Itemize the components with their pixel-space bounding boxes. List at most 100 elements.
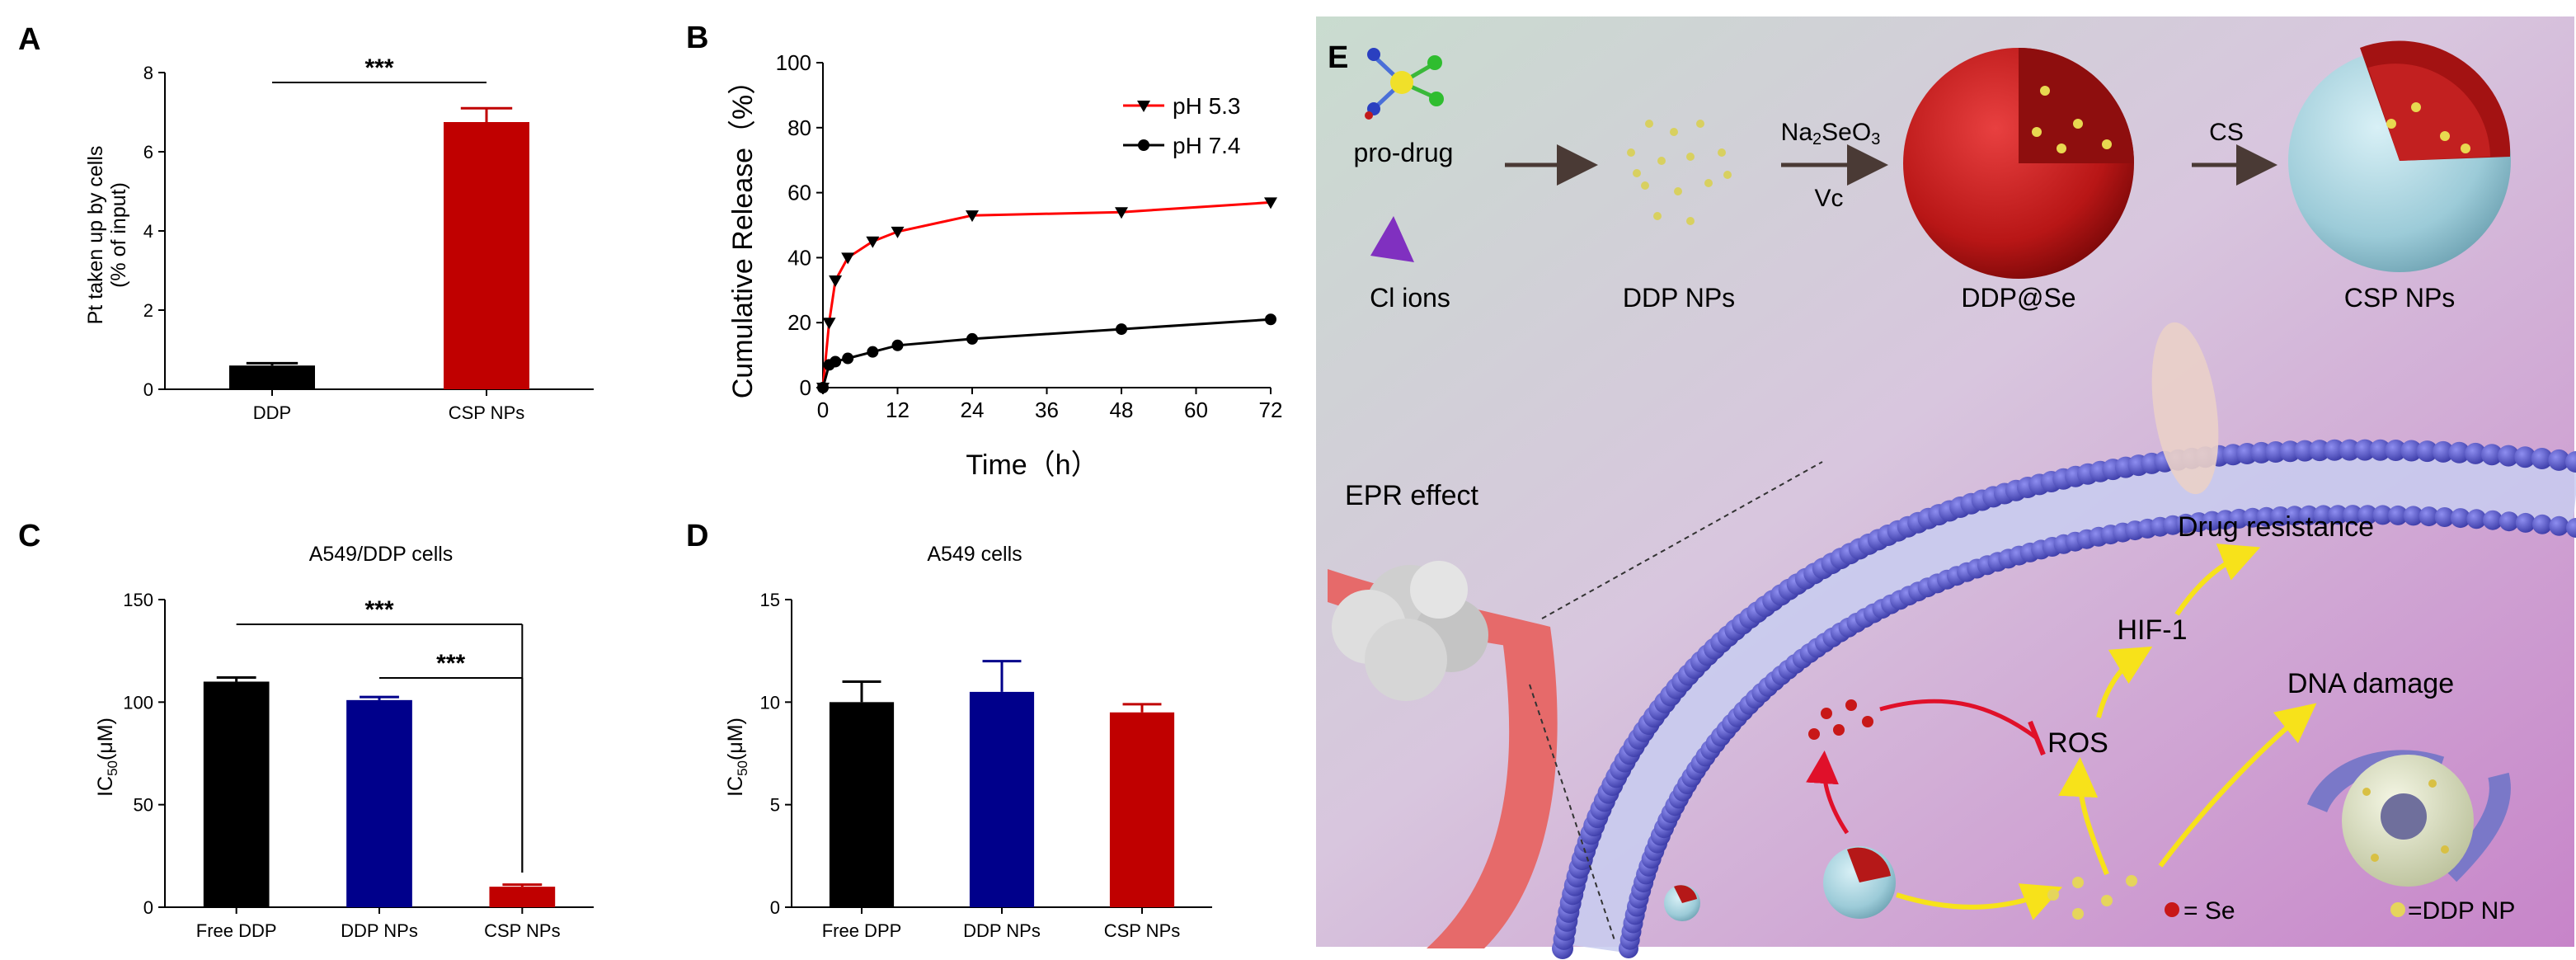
chart-b-point (841, 252, 855, 265)
membrane-bead (2372, 505, 2393, 525)
chart-b-point (830, 355, 842, 368)
chart-b-legend-label: pH 5.3 (1173, 93, 1241, 119)
chart-d-ytick-label: 0 (770, 897, 780, 918)
chart-a-xtick-label: DDP (253, 402, 291, 423)
chart-a-ytick-label: 2 (143, 300, 153, 321)
chart-b-point (891, 226, 905, 238)
chart-b-ytick-label: 100 (776, 50, 811, 75)
membrane-bead (2515, 512, 2536, 533)
ddp-nps-dots (1627, 120, 1732, 225)
membrane-bead (2270, 506, 2291, 526)
chart-c-ylabel: IC50(μM) (94, 718, 120, 797)
nucleus-icon (2306, 750, 2511, 887)
chart-b-point (817, 382, 829, 393)
chart-b-xtick-label: 24 (961, 398, 985, 422)
membrane-bead (2313, 505, 2334, 525)
chart-c-xtick-label: CSP NPs (484, 920, 561, 941)
ddp-se-sphere (1903, 48, 2134, 279)
prodrug-label: pro-drug (1354, 138, 1454, 167)
ddp-np-particles (2047, 875, 2137, 920)
membrane-bead (2403, 506, 2423, 526)
dna-damage-label: DNA damage (2287, 668, 2454, 699)
chart-d-xtick-label: DDP NPs (963, 920, 1041, 941)
chart-b-point (842, 352, 854, 365)
chart-b-legend-marker (1138, 139, 1149, 151)
membrane-bead (2531, 448, 2553, 469)
chart-a-sig-label: *** (364, 54, 393, 82)
chart-b-point (829, 275, 843, 287)
chart-d-title: A549 cells (927, 543, 1022, 566)
chart-b: Cumulative Release（%） Time（h） 0 20 40 60 80 1… (727, 50, 1282, 481)
arrow-particle-to-se (1806, 751, 1850, 835)
inhibition-se-ros (1879, 699, 2038, 741)
cl-ion-icon (1370, 216, 1414, 262)
chart-b-point (891, 339, 904, 351)
chart-c-bar (489, 887, 556, 907)
chart-b-ytick-label: 80 (787, 115, 811, 140)
chart-c-xtick-label: Free DDP (196, 920, 277, 941)
chart-b-point (966, 210, 979, 223)
chart-a-ytick-label: 0 (143, 379, 153, 400)
membrane-bead (2419, 506, 2439, 527)
arrow-hif-to-resistance (2174, 544, 2261, 616)
panel-label-e: E (1328, 40, 1348, 75)
schematic-panel: E pro-drug Cl ions DDP NPs Na2SeO3 (1316, 16, 2576, 959)
membrane-bead (2309, 440, 2331, 462)
chart-b-xtick-label: 0 (817, 398, 829, 422)
chart-c-title: A549/DDP cells (309, 543, 454, 566)
csp-particle-in-cell (1823, 846, 1896, 919)
membrane-bead (2466, 509, 2487, 529)
chart-b-xtick-label: 36 (1035, 398, 1059, 422)
chart-a-xtick-label: CSP NPs (449, 402, 525, 423)
chart-b-ytick-label: 40 (787, 245, 811, 270)
membrane-beads-inner (1619, 505, 2576, 958)
membrane-bead (2432, 440, 2454, 463)
chart-d-bar (969, 691, 1035, 907)
legend-se-marker (2165, 902, 2179, 917)
chart-d-xtick-label: Free DPP (822, 920, 902, 941)
chart-c-sig-label: *** (364, 596, 393, 624)
chart-b-point (867, 346, 879, 358)
membrane-bead (2369, 439, 2391, 461)
chart-a-bar (229, 365, 315, 389)
prodrug-molecule-icon (1365, 48, 1444, 120)
chart-b-legend-label: pH 7.4 (1173, 133, 1241, 158)
chart-d-bar (829, 702, 895, 907)
membrane-bead (2343, 505, 2363, 525)
membrane-bead (2434, 507, 2455, 527)
chart-c-ytick-label: 100 (123, 692, 153, 713)
chart-a-ylabel-line2: (% of input) (107, 182, 130, 288)
membrane-bead (2549, 515, 2569, 536)
membrane-bead (2483, 510, 2503, 530)
csp-nps-label: CSP NPs (2344, 283, 2456, 313)
membrane-bead (2481, 444, 2503, 466)
chart-b-point (1265, 313, 1276, 326)
cs-label: CS (2209, 119, 2244, 146)
reagent-vc-label: Vc (1814, 185, 1843, 212)
csp-particle-entering (1664, 885, 1700, 921)
chart-d-bar (1109, 712, 1175, 907)
chart-c: A549/DDP cells IC50(μM) 0 50 100 150 Free DD… (94, 543, 594, 941)
chart-b-xtick-label: 12 (886, 398, 910, 422)
chart-c-bar (346, 699, 412, 907)
chart-b-xtick-label: 60 (1184, 398, 1208, 422)
drug-resistance-label: Drug resistance (2178, 511, 2374, 543)
chart-a: Pt taken up by cells (% of input) 0 2 4 6 8 D… (84, 54, 594, 423)
chart-b-point (866, 236, 880, 248)
membrane-bead (2465, 442, 2487, 464)
zoom-line-1 (1541, 461, 1823, 619)
csp-nps-sphere (2288, 40, 2511, 272)
chart-b-point (1264, 197, 1277, 209)
chart-c-ytick-label: 50 (134, 795, 153, 816)
membrane-bead (2498, 445, 2520, 467)
membrane-bead (2416, 440, 2438, 463)
chart-c-sig-label: *** (436, 650, 465, 677)
membrane-bead (2514, 446, 2536, 468)
membrane-bead (2400, 440, 2423, 462)
legend-ddp-label: =DDP NP (2408, 897, 2515, 925)
chart-b-ytick-label: 60 (787, 181, 811, 205)
chart-d-ytick-label: 5 (770, 795, 780, 816)
membrane-bead (2532, 514, 2552, 534)
chart-d-xtick-label: CSP NPs (1104, 920, 1181, 941)
